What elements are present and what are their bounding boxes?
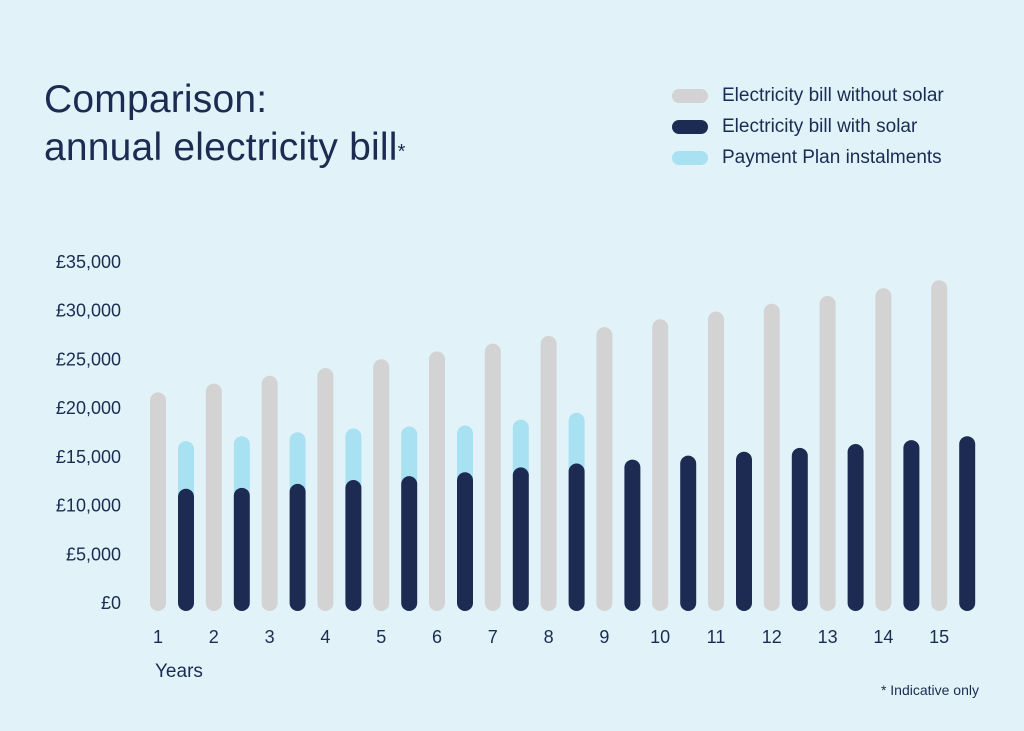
x-tick-label: 5	[376, 627, 386, 647]
x-tick-label: 4	[320, 627, 330, 647]
bar-with-solar	[289, 483, 306, 611]
bar-without-solar	[484, 343, 501, 611]
bar-without-solar	[875, 288, 892, 611]
chart-title: Comparison: annual electricity bill*	[44, 76, 406, 172]
bar-without-solar	[652, 319, 669, 611]
y-tick-label: £20,000	[56, 398, 121, 418]
bar-without-solar	[819, 295, 836, 611]
x-tick-label: 8	[544, 627, 554, 647]
bar-with-solar	[233, 487, 250, 611]
legend-label-3: Payment Plan instalments	[722, 146, 942, 168]
bar-payment-plan	[457, 425, 473, 489]
bar-payment-plan	[512, 419, 529, 484]
footnote: * Indicative only	[880, 682, 979, 698]
bar-with-solar	[959, 436, 976, 611]
x-tick-label: 6	[432, 627, 442, 647]
bar-payment-plan	[233, 436, 250, 504]
chart-title-line-2: annual electricity bill*	[44, 124, 406, 172]
bar-with-solar	[736, 451, 752, 611]
bar-with-solar	[512, 467, 529, 611]
bar-without-solar	[931, 280, 948, 611]
x-tick-label: 13	[818, 627, 838, 647]
y-tick-label: £10,000	[56, 496, 121, 516]
bar-with-solar	[847, 443, 864, 611]
bar-with-solar	[791, 447, 808, 611]
legend-swatch-2	[672, 119, 708, 134]
bar-with-solar	[178, 488, 194, 611]
bar-with-solar	[457, 472, 473, 611]
y-tick-label: £35,000	[56, 252, 121, 272]
bar-without-solar	[317, 367, 334, 611]
x-tick-label: 15	[929, 627, 949, 647]
bar-with-solar	[680, 455, 697, 611]
bar-payment-plan	[289, 432, 306, 500]
legend-swatch-3	[672, 150, 708, 165]
legend-item-3: Payment Plan instalments	[672, 142, 1012, 173]
bar-without-solar	[429, 351, 445, 611]
bar-without-solar	[150, 392, 166, 611]
x-tick-label: 2	[209, 627, 219, 647]
x-tick-label: 14	[873, 627, 893, 647]
chart-legend: Electricity bill without solar Electricit…	[672, 80, 1012, 173]
y-tick-label: £30,000	[56, 301, 121, 321]
bar-without-solar	[261, 375, 278, 611]
bar-with-solar	[568, 463, 585, 611]
x-tick-label: 12	[762, 627, 782, 647]
bar-payment-plan	[568, 412, 585, 480]
y-tick-label: £0	[101, 593, 121, 613]
bar-with-solar	[624, 459, 641, 611]
x-tick-label: 10	[650, 627, 670, 647]
bar-with-solar	[401, 476, 418, 611]
x-axis-label: Years	[155, 661, 203, 682]
legend-label-2: Electricity bill with solar	[722, 115, 918, 137]
bar-without-solar	[708, 311, 724, 611]
x-tick-label: 3	[265, 627, 275, 647]
x-tick-label: 7	[488, 627, 498, 647]
bar-without-solar	[596, 327, 613, 611]
y-tick-label: £25,000	[56, 349, 121, 369]
bar-with-solar	[903, 440, 920, 611]
x-tick-label: 9	[599, 627, 609, 647]
bar-without-solar	[540, 335, 557, 611]
chart-title-line-1: Comparison:	[44, 78, 268, 121]
bar-without-solar	[373, 359, 390, 611]
chart-title-footnote-mark: *	[397, 141, 406, 163]
bar-payment-plan	[178, 441, 194, 505]
legend-label-1: Electricity bill without solar	[722, 84, 944, 106]
legend-item-1: Electricity bill without solar	[672, 80, 1012, 111]
bar-with-solar	[345, 480, 362, 611]
y-tick-label: £15,000	[56, 447, 121, 467]
bar-without-solar	[205, 383, 222, 611]
bar-payment-plan	[345, 428, 362, 497]
legend-swatch-1	[672, 88, 708, 103]
bar-without-solar	[763, 303, 780, 611]
bar-payment-plan	[401, 426, 418, 493]
y-tick-label: £5,000	[66, 544, 121, 564]
x-tick-label: 11	[707, 627, 726, 647]
x-tick-label: 1	[153, 627, 163, 647]
legend-item-2: Electricity bill with solar	[672, 111, 1012, 142]
chart-title-text: annual electricity bill	[44, 126, 398, 169]
